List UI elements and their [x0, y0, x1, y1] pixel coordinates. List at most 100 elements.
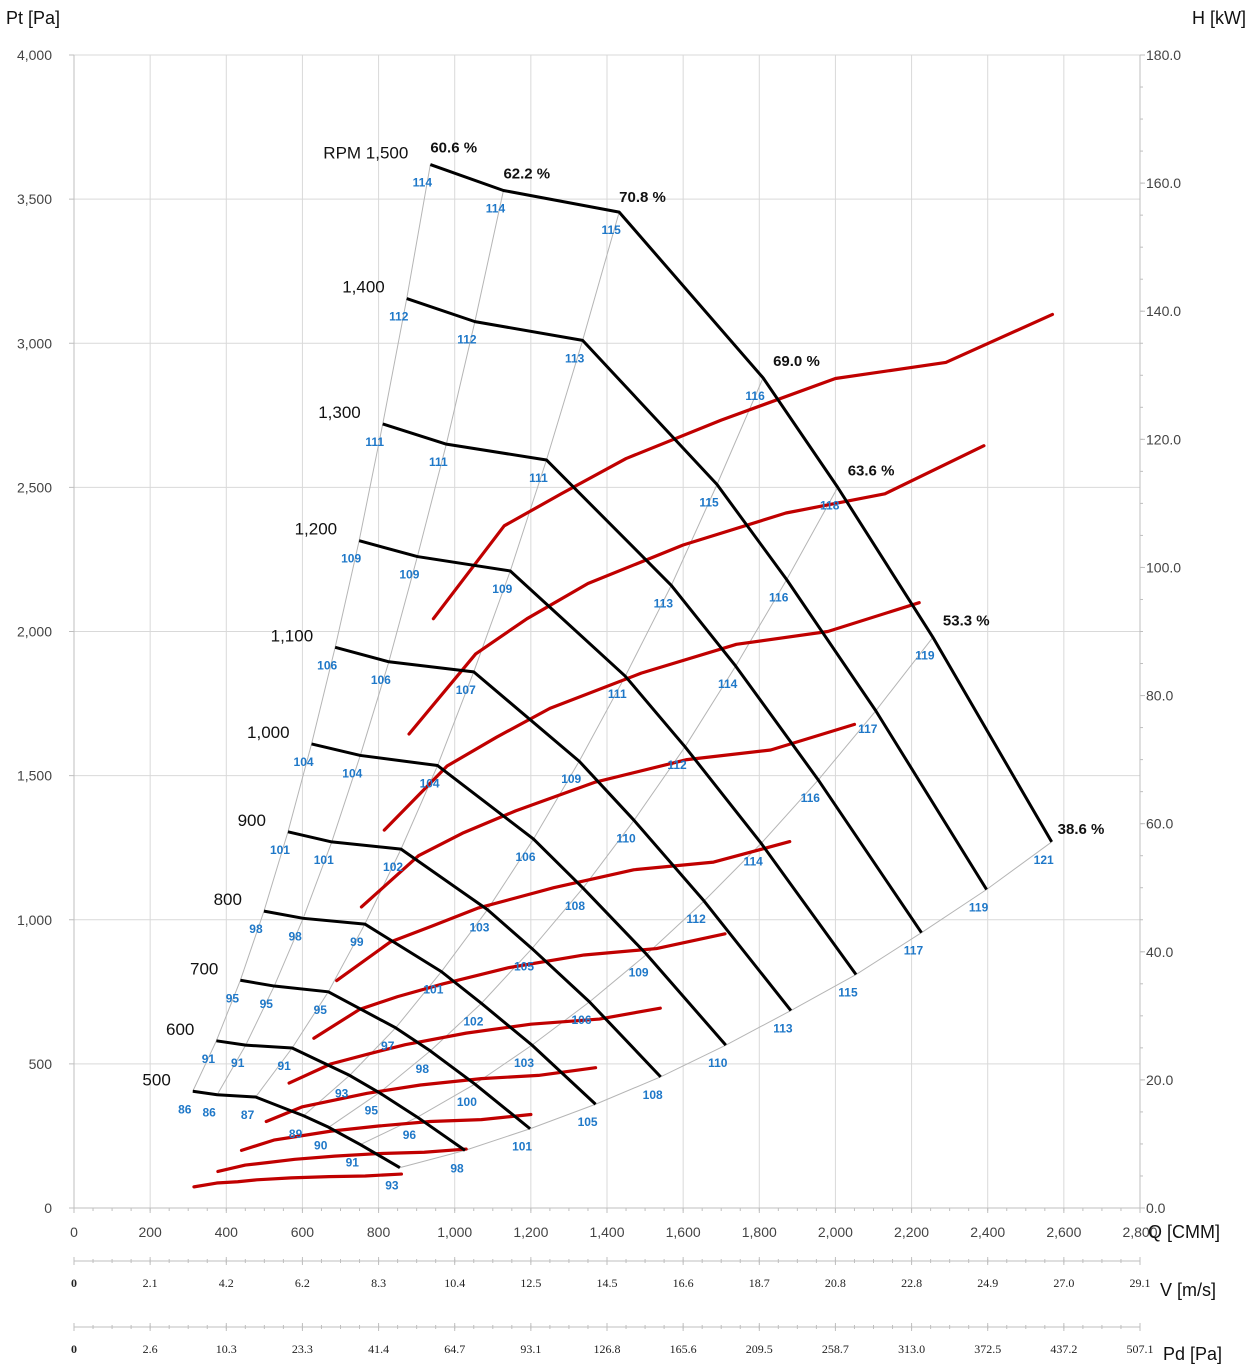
- noise-label: 98: [249, 922, 263, 936]
- x-tick-label: 2,000: [818, 1224, 853, 1240]
- pd-axis-tick-label: 209.5: [746, 1342, 773, 1356]
- pressure-curve-1000: [311, 742, 727, 1047]
- y-right-tick-label: 140.0: [1146, 303, 1181, 319]
- rpm-label: 500: [142, 1070, 170, 1089]
- pressure-curve-900: [287, 830, 662, 1078]
- v-axis-tick-label: 0: [71, 1276, 77, 1290]
- efficiency-label: 60.6 %: [430, 140, 477, 157]
- pd-axis-tick-label: 23.3: [292, 1342, 313, 1356]
- rpm-label: 600: [166, 1020, 194, 1039]
- noise-label: 109: [629, 965, 649, 979]
- noise-label: 109: [561, 772, 581, 786]
- power-curve-800: [264, 1066, 598, 1124]
- v-axis-tick-label: 20.8: [825, 1276, 846, 1290]
- pd-axis-tick-label: 258.7: [822, 1342, 849, 1356]
- x-tick-label: 400: [215, 1224, 239, 1240]
- noise-label: 93: [385, 1179, 399, 1193]
- system-line: [360, 636, 934, 1146]
- power-curves: [192, 312, 1055, 1189]
- efficiency-label: 69.0 %: [773, 353, 820, 370]
- y-right-tick-label: 20.0: [1146, 1072, 1173, 1088]
- rpm-label: RPM 1,500: [323, 144, 408, 163]
- v-axis-tick-label: 12.5: [520, 1276, 541, 1290]
- y-right-tick-label: 180.0: [1146, 47, 1181, 63]
- pressure-curve-500: [192, 1089, 401, 1169]
- pd-axis-tick-label: 313.0: [898, 1342, 925, 1356]
- noise-label: 101: [423, 983, 443, 997]
- x-tick-label: 2,600: [1046, 1224, 1081, 1240]
- x-tick-label: 1,000: [437, 1224, 472, 1240]
- noise-label: 102: [463, 1014, 483, 1028]
- noise-label: 91: [202, 1052, 216, 1066]
- noise-label: 113: [565, 351, 585, 365]
- y-right-tick-label: 80.0: [1146, 688, 1173, 704]
- noise-label: 101: [512, 1140, 532, 1154]
- noise-label: 108: [565, 899, 585, 913]
- noise-label: 113: [654, 596, 674, 610]
- y-left-tick-label: 1,500: [17, 768, 52, 784]
- pd-axis-tick-label: 0: [71, 1342, 77, 1356]
- power-curve-500: [192, 1172, 404, 1189]
- rpm-label: 800: [214, 890, 242, 909]
- noise-label: 116: [745, 389, 765, 403]
- efficiency-label: 38.6 %: [1058, 821, 1105, 838]
- efficiency-label: 70.8 %: [619, 189, 666, 206]
- pd-axis-tick-label: 165.6: [670, 1342, 697, 1356]
- x-tick-label: 2,200: [894, 1224, 929, 1240]
- noise-label: 106: [516, 850, 536, 864]
- pd-axis-tick-label: 2.6: [143, 1342, 158, 1356]
- noise-label: 106: [571, 1013, 591, 1027]
- noise-label: 114: [744, 854, 764, 868]
- noise-label: 104: [294, 755, 314, 769]
- noise-label: 116: [801, 791, 821, 805]
- rpm-label: 700: [190, 959, 218, 978]
- noise-label: 101: [270, 843, 290, 857]
- v-axis-tick-label: 27.0: [1053, 1276, 1074, 1290]
- noise-label: 99: [350, 935, 364, 949]
- noise-label: 87: [241, 1108, 255, 1122]
- grid: [73, 54, 1141, 1209]
- power-curve-1300: [382, 601, 921, 832]
- noise-label: 112: [457, 333, 477, 347]
- y-left-tick-label: 3,000: [17, 335, 52, 351]
- y-left-tick-label: 1,000: [17, 912, 52, 928]
- noise-label: 98: [416, 1062, 430, 1076]
- noise-label: 101: [314, 853, 334, 867]
- noise-label: 110: [616, 831, 636, 845]
- y-left-tick-label: 3,500: [17, 191, 52, 207]
- pressure-curve-1500: [429, 163, 1053, 843]
- noise-label: 91: [277, 1059, 291, 1073]
- noise-label: 91: [231, 1056, 245, 1070]
- efficiency-label: 53.3 %: [943, 612, 990, 629]
- rpm-label: 1,200: [295, 520, 338, 539]
- noise-label: 91: [346, 1156, 360, 1170]
- power-curve-1500: [431, 312, 1055, 621]
- x-tick-label: 1,400: [589, 1224, 624, 1240]
- rpm-label: 1,400: [342, 278, 385, 297]
- x-tick-label: 1,600: [666, 1224, 701, 1240]
- noise-label: 104: [342, 766, 362, 780]
- noise-label: 111: [608, 687, 627, 701]
- system-line: [255, 211, 620, 1098]
- v-axis-tick-label: 22.8: [901, 1276, 922, 1290]
- noise-label: 110: [708, 1056, 728, 1070]
- v-axis-tick-label: 14.5: [597, 1276, 618, 1290]
- pressure-curve-1400: [406, 297, 988, 891]
- x-tick-label: 600: [291, 1224, 315, 1240]
- power-curve-1100: [335, 840, 792, 983]
- pressure-curve-1300: [382, 422, 923, 934]
- pressure-curve-700: [240, 978, 532, 1130]
- noise-label: 111: [429, 455, 448, 469]
- v-axis-tick-label: 6.2: [295, 1276, 310, 1290]
- noise-label: 119: [969, 900, 989, 914]
- noise-label: 95: [314, 1003, 328, 1017]
- v-axis-tick-label: 29.1: [1130, 1276, 1151, 1290]
- pd-axis-tick-label: 507.1: [1127, 1342, 1154, 1356]
- pd-axis-title: Pd [Pa]: [1163, 1344, 1222, 1364]
- x-tick-label: 200: [138, 1224, 162, 1240]
- noise-label: 114: [486, 201, 506, 215]
- noise-label: 119: [915, 648, 935, 662]
- noise-label: 93: [335, 1086, 349, 1100]
- noise-label: 105: [578, 1115, 598, 1129]
- y-left-tick-label: 2,000: [17, 624, 52, 640]
